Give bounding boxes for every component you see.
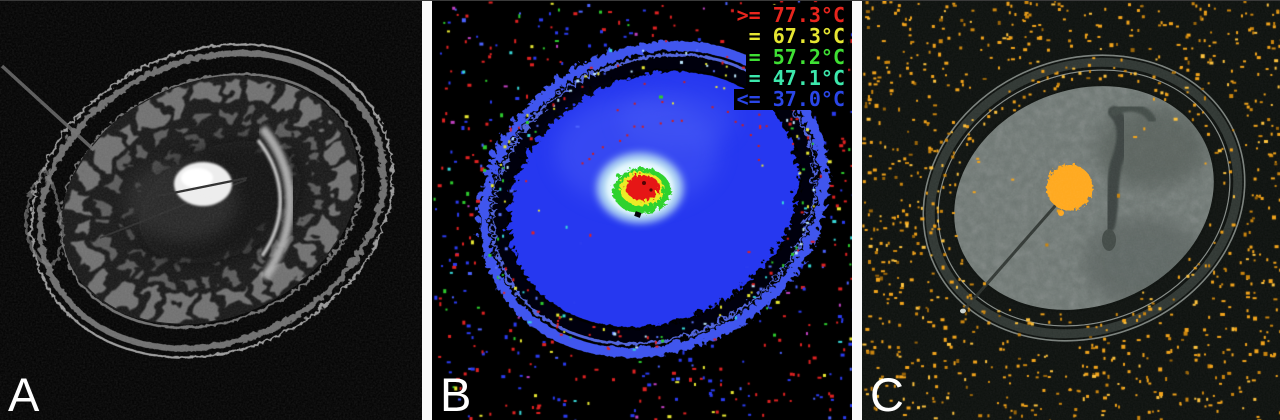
panel-label-a: A <box>8 368 40 420</box>
legend-row-77: >= 77.3°C <box>733 5 848 26</box>
legend-row-67: = 67.3°C <box>734 26 848 47</box>
ablation-overlay-panel-c: C <box>862 0 1280 420</box>
panel-label-b: B <box>440 368 472 420</box>
legend-row-47: = 47.1°C <box>734 68 848 89</box>
orange-noise-speckles-canvas <box>862 0 1280 420</box>
legend-row-37: <= 37.0°C <box>733 89 848 110</box>
film-grain <box>0 0 422 420</box>
panel-divider <box>422 0 432 420</box>
legend-row-57: = 57.2°C <box>734 47 848 68</box>
figure-top-border <box>0 0 1280 1</box>
temperature-legend: >= 77.3°C = 67.3°C = 57.2°C = 47.1°C <= … <box>733 5 848 110</box>
mri-panel-a: A <box>0 0 422 420</box>
panel-divider <box>852 0 862 420</box>
t2-brain-image <box>0 0 422 420</box>
thermal-map-panel-b: >= 77.3°C = 67.3°C = 57.2°C = 47.1°C <= … <box>432 0 852 420</box>
panel-label-c: C <box>870 368 904 420</box>
